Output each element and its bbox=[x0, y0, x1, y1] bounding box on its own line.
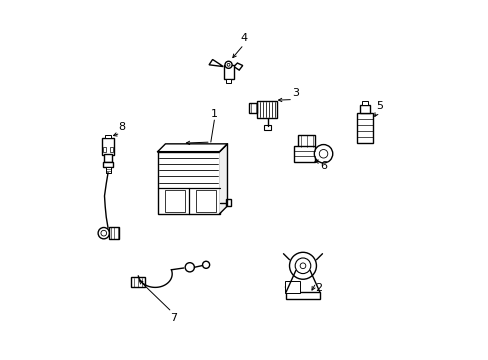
Text: 1: 1 bbox=[210, 109, 218, 120]
Text: 4: 4 bbox=[241, 33, 247, 43]
Circle shape bbox=[289, 252, 316, 279]
Circle shape bbox=[295, 258, 310, 274]
Circle shape bbox=[226, 63, 229, 66]
Circle shape bbox=[224, 61, 232, 68]
Circle shape bbox=[101, 230, 106, 236]
Circle shape bbox=[300, 263, 305, 269]
Circle shape bbox=[202, 261, 209, 268]
Bar bbox=[248, 103, 257, 113]
Bar bbox=[105, 167, 110, 173]
Bar bbox=[284, 282, 300, 293]
Text: 3: 3 bbox=[292, 88, 299, 98]
Bar bbox=[102, 138, 114, 155]
Circle shape bbox=[185, 263, 194, 272]
Bar bbox=[285, 292, 319, 299]
Polygon shape bbox=[233, 63, 242, 70]
Bar bbox=[110, 147, 113, 152]
Bar bbox=[157, 152, 219, 214]
Bar bbox=[356, 113, 372, 143]
Bar bbox=[103, 147, 106, 152]
Bar bbox=[264, 125, 270, 130]
Circle shape bbox=[285, 284, 290, 290]
Text: 6: 6 bbox=[320, 161, 327, 171]
Bar bbox=[297, 135, 315, 147]
Polygon shape bbox=[209, 59, 223, 67]
Bar bbox=[103, 162, 112, 167]
Circle shape bbox=[289, 284, 295, 290]
Text: 8: 8 bbox=[119, 122, 125, 132]
Text: 2: 2 bbox=[315, 283, 322, 293]
Circle shape bbox=[314, 145, 332, 163]
Bar bbox=[256, 101, 277, 118]
Bar bbox=[362, 101, 367, 105]
Text: 5: 5 bbox=[375, 100, 382, 111]
Bar bbox=[104, 154, 111, 162]
Text: 7: 7 bbox=[170, 313, 177, 323]
Bar bbox=[105, 135, 111, 138]
Bar bbox=[359, 105, 369, 113]
Bar bbox=[196, 190, 216, 212]
Bar bbox=[165, 190, 184, 212]
Bar bbox=[109, 228, 119, 239]
Bar bbox=[225, 78, 231, 83]
Circle shape bbox=[319, 149, 327, 158]
Bar bbox=[293, 146, 314, 162]
Bar bbox=[223, 65, 233, 79]
Bar bbox=[131, 278, 144, 287]
Polygon shape bbox=[219, 144, 227, 214]
Circle shape bbox=[98, 228, 109, 239]
Polygon shape bbox=[157, 144, 227, 152]
Bar bbox=[225, 199, 230, 206]
Circle shape bbox=[293, 284, 299, 290]
